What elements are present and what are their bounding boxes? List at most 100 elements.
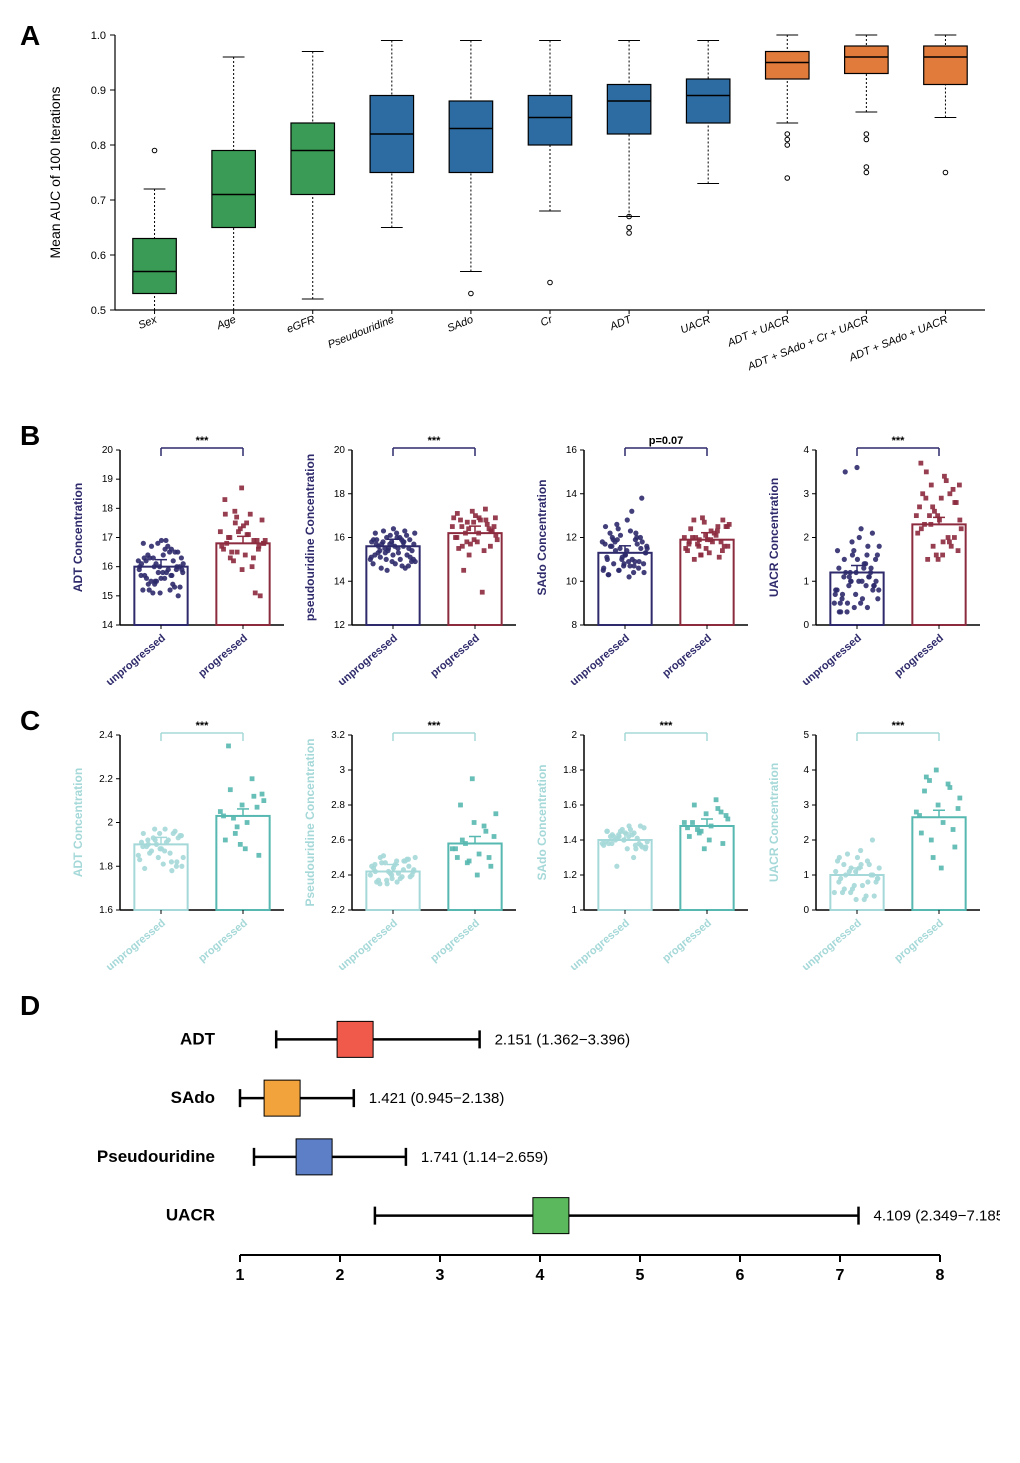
svg-text:***: *** (892, 435, 906, 447)
svg-text:***: *** (196, 720, 210, 732)
svg-text:***: *** (196, 435, 210, 447)
svg-text:14: 14 (566, 489, 578, 500)
figure: A 0.50.60.70.80.91.0Mean AUC of 100 Iter… (20, 20, 1000, 1290)
svg-text:ADT: ADT (607, 313, 634, 333)
svg-text:pseudouridine Concentration: pseudouridine Concentration (303, 454, 317, 621)
svg-text:unprogressed: unprogressed (336, 632, 400, 688)
svg-text:12: 12 (334, 620, 346, 631)
svg-text:1.2: 1.2 (563, 870, 577, 881)
svg-text:1.741 (1.14−2.659): 1.741 (1.14−2.659) (421, 1149, 548, 1166)
svg-text:***: *** (892, 720, 906, 732)
svg-text:2.2: 2.2 (99, 774, 113, 785)
svg-text:2.2: 2.2 (331, 905, 345, 916)
svg-text:unprogressed: unprogressed (568, 917, 632, 973)
svg-text:18: 18 (102, 503, 114, 514)
svg-text:ADT + UACR: ADT + UACR (725, 314, 791, 350)
svg-text:unprogressed: unprogressed (104, 632, 168, 688)
svg-text:1: 1 (236, 1267, 245, 1284)
svg-text:Mean AUC of 100 Iterations: Mean AUC of 100 Iterations (47, 87, 63, 259)
svg-text:3: 3 (803, 489, 809, 500)
svg-text:0.5: 0.5 (91, 305, 106, 317)
svg-text:8: 8 (571, 620, 577, 631)
svg-text:2.4: 2.4 (331, 870, 345, 881)
svg-text:2: 2 (107, 818, 113, 829)
svg-text:2: 2 (803, 533, 809, 544)
svg-text:SAdo: SAdo (171, 1088, 215, 1107)
svg-text:ADT: ADT (180, 1029, 216, 1048)
svg-text:4.109 (2.349−7.185): 4.109 (2.349−7.185) (874, 1208, 1001, 1225)
svg-text:1.8: 1.8 (563, 765, 577, 776)
svg-text:SAdo Concentration: SAdo Concentration (535, 765, 549, 881)
svg-text:Age: Age (214, 314, 238, 333)
svg-text:progressed: progressed (892, 917, 946, 965)
svg-text:UACR: UACR (679, 314, 712, 337)
svg-text:progressed: progressed (660, 917, 714, 965)
panel-a: A 0.50.60.70.80.91.0Mean AUC of 100 Iter… (20, 20, 1000, 410)
svg-text:1: 1 (803, 870, 809, 881)
svg-text:20: 20 (102, 445, 114, 456)
svg-text:2: 2 (803, 835, 809, 846)
svg-text:progressed: progressed (428, 632, 482, 680)
svg-text:progressed: progressed (892, 632, 946, 680)
svg-text:1.8: 1.8 (99, 861, 113, 872)
svg-text:12: 12 (566, 533, 578, 544)
svg-text:3: 3 (339, 765, 345, 776)
svg-text:***: *** (660, 720, 674, 732)
svg-text:8: 8 (936, 1267, 945, 1284)
svg-text:2.151 (1.362−3.396): 2.151 (1.362−3.396) (495, 1031, 631, 1048)
svg-text:2: 2 (571, 730, 577, 741)
svg-text:1: 1 (571, 905, 577, 916)
svg-text:unprogressed: unprogressed (336, 917, 400, 973)
panel-d: D ADT2.151 (1.362−3.396)SAdo1.421 (0.945… (20, 990, 1000, 1290)
svg-text:3: 3 (803, 800, 809, 811)
panel-a-label: A (20, 20, 40, 52)
svg-text:2.8: 2.8 (331, 800, 345, 811)
svg-text:unprogressed: unprogressed (568, 632, 632, 688)
panel-b: B 14151617181920ADT Concentrationunprogr… (20, 420, 1000, 695)
panel-b-chart: 14151617181920ADT Concentrationunprogres… (20, 420, 1000, 695)
svg-text:progressed: progressed (660, 632, 714, 680)
svg-text:1.6: 1.6 (563, 800, 577, 811)
svg-text:0: 0 (803, 905, 809, 916)
svg-text:ADT Concentration: ADT Concentration (71, 768, 85, 877)
panel-c: C 1.6 1.8 2 2.2 2.4 ADT Concentration unprogre… (20, 705, 1000, 980)
svg-text:1.6: 1.6 (99, 905, 113, 916)
svg-text:16: 16 (334, 533, 346, 544)
svg-text:2.6: 2.6 (331, 835, 345, 846)
svg-text:19: 19 (102, 474, 114, 485)
svg-text:4: 4 (803, 445, 809, 456)
svg-text:3: 3 (436, 1267, 445, 1284)
svg-text:0.8: 0.8 (91, 140, 106, 152)
svg-text:UACR Concentration: UACR Concentration (767, 478, 781, 597)
panel-c-chart: 1.6 1.8 2 2.2 2.4 ADT Concentration unprogress… (20, 705, 1000, 980)
svg-text:0.9: 0.9 (91, 85, 106, 97)
svg-text:Pseudouridine Concentration: Pseudouridine Concentration (303, 738, 317, 906)
svg-text:SAdo: SAdo (446, 314, 475, 335)
svg-text:UACR: UACR (166, 1206, 215, 1225)
svg-text:***: *** (428, 435, 442, 447)
svg-text:5: 5 (803, 730, 809, 741)
svg-text:1: 1 (803, 576, 809, 587)
svg-text:4: 4 (536, 1267, 545, 1284)
svg-text:15: 15 (102, 591, 114, 602)
panel-c-label: C (20, 705, 40, 737)
panel-a-chart: 0.50.60.70.80.91.0Mean AUC of 100 Iterat… (20, 20, 1000, 410)
svg-text:Cr: Cr (539, 313, 555, 329)
svg-text:7: 7 (836, 1267, 845, 1284)
svg-text:16: 16 (566, 445, 578, 456)
svg-text:4: 4 (803, 765, 809, 776)
svg-text:0.7: 0.7 (91, 195, 106, 207)
svg-text:progressed: progressed (428, 917, 482, 965)
svg-text:SAdo Concentration: SAdo Concentration (535, 480, 549, 596)
svg-text:unprogressed: unprogressed (800, 917, 864, 973)
svg-text:2: 2 (336, 1267, 345, 1284)
svg-text:progressed: progressed (196, 632, 250, 680)
svg-text:20: 20 (334, 445, 346, 456)
svg-text:unprogressed: unprogressed (104, 917, 168, 973)
panel-b-label: B (20, 420, 40, 452)
svg-text:6: 6 (736, 1267, 745, 1284)
svg-text:2.4: 2.4 (99, 730, 113, 741)
svg-text:1.421 (0.945−2.138): 1.421 (0.945−2.138) (369, 1090, 505, 1107)
svg-text:1.4: 1.4 (563, 835, 577, 846)
svg-text:1.0: 1.0 (91, 30, 106, 42)
